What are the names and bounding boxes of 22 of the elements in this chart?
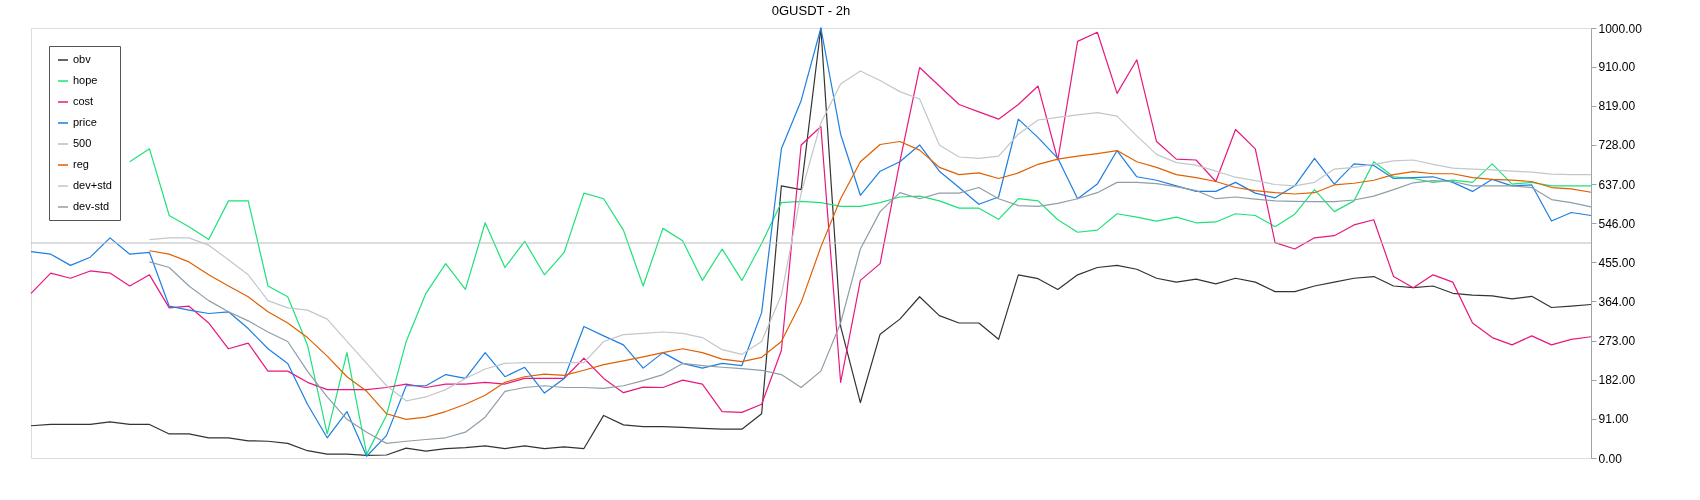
legend-label: dev-std <box>73 200 110 212</box>
y-tick-label: 91.00 <box>1598 412 1629 427</box>
chart-title: 0GUSDT - 2h <box>771 3 851 18</box>
y-tick-label: 0.00 <box>1598 451 1623 466</box>
y-tick-label: 273.00 <box>1598 334 1636 349</box>
y-tick-label: 546.00 <box>1598 216 1636 231</box>
y-tick-label: 364.00 <box>1598 294 1636 309</box>
legend-label: reg <box>73 158 89 170</box>
legend-label: 500 <box>73 137 92 149</box>
y-tick-label: 637.00 <box>1598 177 1636 192</box>
line-series <box>148 70 1592 402</box>
legend-label: dev+std <box>73 179 112 191</box>
y-tick-label: 910.00 <box>1598 60 1636 75</box>
y-tick-label: 182.00 <box>1598 373 1636 388</box>
legend-label: price <box>73 116 97 128</box>
y-tick-label: 819.00 <box>1598 99 1636 114</box>
legend-label: obv <box>73 53 92 65</box>
legend-label: hope <box>73 74 98 86</box>
y-tick-label: 728.00 <box>1598 138 1636 153</box>
y-tick-label: 455.00 <box>1598 255 1636 270</box>
y-tick-label: 1000.00 <box>1598 21 1643 36</box>
legend-label: cost <box>73 95 94 107</box>
